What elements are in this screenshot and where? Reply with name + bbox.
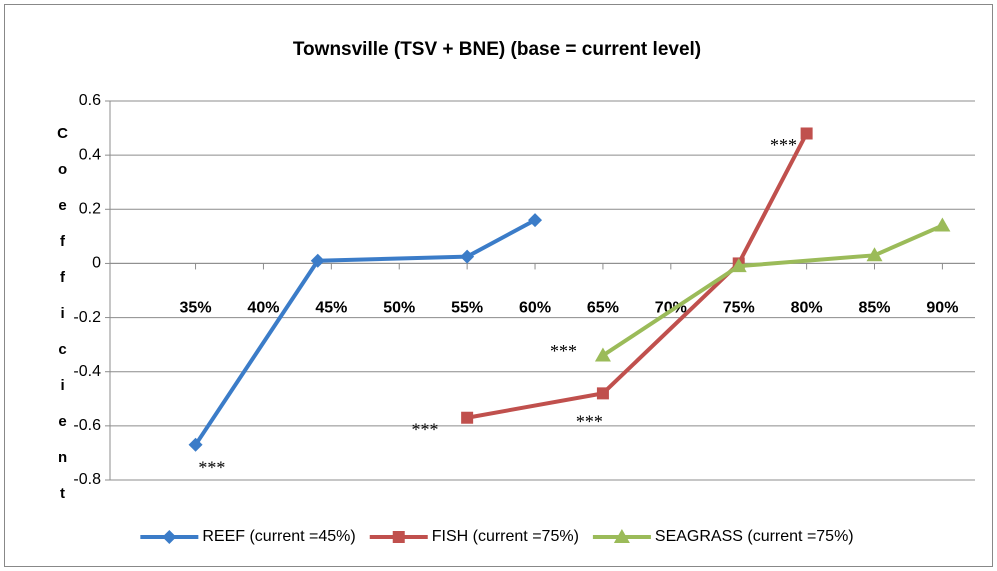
y-tick-label: -0.4 (73, 363, 101, 380)
marker (460, 249, 475, 264)
x-tick-label: 85% (858, 300, 890, 317)
annotation: *** (198, 457, 225, 477)
marker (594, 347, 611, 362)
annotation: *** (412, 419, 439, 439)
y-tick-label: -0.6 (73, 417, 101, 434)
marker (730, 258, 747, 273)
y-axis-label: Coefficient (54, 125, 71, 521)
x-tick-label: 65% (587, 300, 619, 317)
chart-title: Townsville (TSV + BNE) (base = current l… (293, 39, 701, 60)
marker (461, 411, 474, 424)
annotation: *** (576, 411, 603, 431)
y-tick-label: -0.2 (73, 309, 101, 326)
x-tick-label: 90% (926, 300, 958, 317)
x-tick-label: 80% (791, 300, 823, 317)
legend-label: SEAGRASS (current =75%) (655, 528, 854, 545)
y-tick-label: 0 (92, 255, 101, 272)
marker (800, 127, 813, 140)
x-tick-label: 55% (451, 300, 483, 317)
marker (613, 529, 630, 543)
marker (934, 217, 951, 232)
marker (162, 530, 177, 544)
chart-border (4, 4, 993, 567)
legend-label: FISH (current =75%) (432, 528, 579, 545)
y-tick-label: 0.6 (79, 92, 101, 109)
y-tick-label: 0.2 (79, 201, 101, 218)
legend-label: REEF (current =45%) (202, 528, 355, 545)
y-tick-label: -0.8 (73, 471, 101, 488)
x-tick-label: 75% (723, 300, 755, 317)
x-tick-label: 35% (180, 300, 212, 317)
marker (392, 531, 405, 543)
marker (188, 437, 203, 452)
marker (866, 247, 883, 262)
series-line (466, 132, 809, 420)
marker (596, 387, 609, 400)
x-tick-label: 50% (383, 300, 415, 317)
annotation: *** (770, 135, 797, 155)
y-tick-label: 0.4 (79, 146, 101, 163)
annotation: *** (550, 341, 577, 361)
series-line (193, 218, 536, 446)
marker (310, 253, 325, 268)
series-line (601, 223, 944, 358)
x-tick-label: 60% (519, 300, 551, 317)
x-tick-label: 45% (315, 300, 347, 317)
x-tick-label: 40% (247, 300, 279, 317)
marker (528, 213, 543, 228)
